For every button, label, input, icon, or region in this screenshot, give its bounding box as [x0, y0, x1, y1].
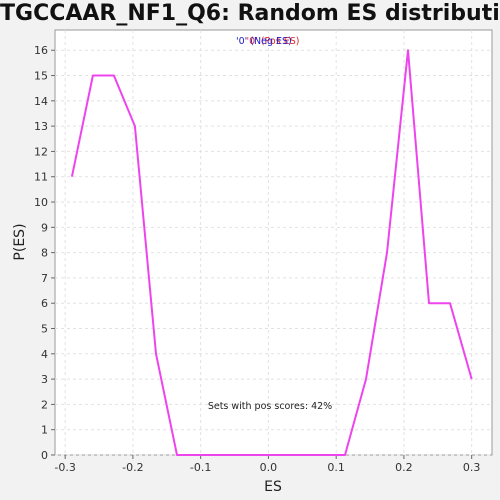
x-ticks: -0.3 -0.2 -0.1 0.0 0.1 0.2 0.3 [54, 455, 480, 474]
y-tick-label: 5 [41, 323, 48, 336]
y-tick-label: 11 [34, 171, 48, 184]
x-axis-label: ES [264, 479, 282, 495]
series-group [70, 49, 473, 456]
grid [55, 30, 492, 456]
y-tick-label: 4 [41, 348, 48, 361]
legend: '0' (Pos ES) [247, 36, 300, 47]
y-tick-label: 12 [34, 145, 48, 158]
y-tick-label: 16 [34, 44, 48, 57]
x-tick-label: 0.1 [327, 461, 345, 474]
y-tick-label: 8 [41, 247, 48, 260]
y-tick-label: 2 [41, 398, 48, 411]
x-tick-label: 0.2 [395, 461, 413, 474]
x-tick-label: 0.3 [463, 461, 481, 474]
y-tick-label: 6 [41, 297, 48, 310]
legend-neg: '0' (Neg ES) [236, 36, 292, 47]
x-tick-label: -0.3 [54, 461, 75, 474]
y-tick-label: 7 [41, 272, 48, 285]
y-axis-label: P(ES) [12, 223, 28, 260]
annotation: Sets with pos scores: 42% [208, 401, 332, 412]
legend-pos: '0' (Pos ES) [247, 36, 300, 47]
y-tick-label: 3 [41, 373, 48, 386]
chart-title: TGCCAAR_NF1_Q6: Random ES distribution [0, 1, 500, 26]
y-tick-label: 13 [34, 120, 48, 133]
x-tick-label: -0.2 [122, 461, 143, 474]
y-tick-label: 14 [34, 95, 48, 108]
x-tick-label: -0.1 [190, 461, 211, 474]
y-tick-label: 1 [41, 424, 48, 437]
y-tick-label: 15 [34, 70, 48, 83]
x-tick-label: 0.0 [260, 461, 278, 474]
y-tick-label: 0 [41, 449, 48, 462]
y-tick-label: 10 [34, 196, 48, 209]
series-line [70, 49, 473, 456]
y-tick-label: 9 [41, 221, 48, 234]
